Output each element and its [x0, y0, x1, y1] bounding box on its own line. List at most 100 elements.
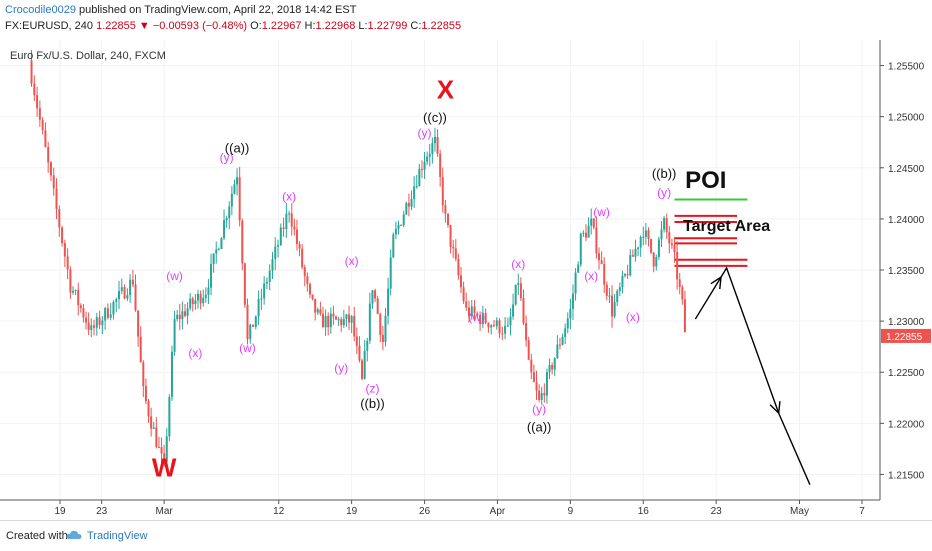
candle-body	[394, 228, 397, 235]
candle-body	[637, 247, 640, 249]
y-tick-label: 1.21500	[888, 470, 925, 481]
candle-body	[561, 336, 564, 345]
candle-body	[487, 322, 490, 328]
candle-body	[663, 218, 666, 230]
candle-body	[265, 282, 268, 284]
candle-body	[353, 316, 356, 337]
candle-body	[584, 232, 587, 238]
candle-body	[374, 290, 377, 299]
projection-arrowhead	[769, 401, 781, 415]
y-tick-label: 1.24000	[888, 215, 925, 226]
candle-body	[410, 199, 413, 207]
price-chart[interactable]: W X POI Target Area ((a)) ((c)) ((b)) ((a)) ((b)…	[0, 40, 932, 520]
wave-label-pink: (z)	[365, 382, 379, 396]
published-text: published on TradingView.com, April 22, …	[75, 4, 357, 16]
wave-label-pink: (w)	[593, 205, 610, 219]
candle-body	[268, 270, 271, 283]
candle-body	[335, 316, 338, 320]
candle-body	[332, 313, 335, 317]
candle-body	[30, 60, 33, 84]
candle-body	[626, 274, 629, 276]
wave-label-pink: (y)	[220, 151, 234, 165]
wave-label-black: ((a))	[527, 420, 552, 435]
candle-body	[384, 315, 387, 343]
candle-body	[525, 323, 528, 341]
candle-body	[311, 294, 314, 299]
candle-body	[139, 336, 142, 363]
candle-body	[101, 320, 104, 326]
candle-body	[210, 264, 213, 288]
candle-body	[551, 365, 554, 370]
candle-body	[319, 309, 322, 314]
candle-body	[93, 325, 96, 328]
candle-body	[47, 146, 50, 163]
wave-label-big-red: X	[437, 74, 455, 104]
candle-body	[444, 205, 447, 214]
candle-body	[449, 225, 452, 247]
candle-body	[230, 193, 233, 207]
candle-body	[553, 357, 556, 370]
candle-body	[439, 153, 442, 178]
candle-body	[120, 287, 123, 291]
target-zones	[674, 198, 748, 267]
candle-body	[621, 275, 624, 288]
candle-body	[308, 283, 311, 295]
candle-body	[405, 202, 408, 215]
candle-body	[223, 220, 226, 239]
wave-labels: W X POI Target Area ((a)) ((c)) ((b)) ((a)) ((b)…	[152, 74, 770, 482]
candle-body	[355, 336, 358, 346]
candle-body	[668, 232, 671, 244]
candle-body	[600, 260, 603, 265]
wave-label-pink: (y)	[334, 361, 348, 375]
candle-body	[176, 314, 179, 320]
candle-body	[236, 177, 239, 185]
candle-body	[426, 156, 429, 162]
candle-body	[243, 263, 246, 305]
high-value: 1.22968	[315, 20, 356, 32]
candle-body	[257, 299, 260, 317]
candle-body	[220, 238, 223, 250]
wave-label-pink: (w)	[239, 341, 256, 355]
price-axis[interactable]: 1.25500 1.25000 1.24500 1.24000 1.23500 1.230…	[880, 62, 931, 482]
candle-body	[152, 427, 155, 429]
candle-body	[123, 287, 126, 299]
candle-body	[476, 313, 479, 316]
candle-body	[548, 365, 551, 373]
candle-body	[181, 311, 184, 320]
projection-path	[694, 266, 811, 485]
candle-body	[173, 319, 176, 352]
candle-body	[52, 175, 55, 189]
candle-body	[522, 298, 525, 324]
candle-body	[191, 298, 194, 305]
tradingview-brand-link[interactable]: TradingView	[87, 530, 148, 542]
candle-body	[418, 168, 421, 186]
created-with-label: Created with	[6, 530, 68, 542]
candle-body	[160, 447, 163, 454]
candle-body	[608, 295, 611, 297]
candle-body	[109, 314, 112, 318]
y-tick-label: 1.25000	[888, 113, 925, 124]
candle-body	[400, 224, 403, 226]
x-tick-label: Apr	[490, 506, 506, 517]
candle-body	[204, 294, 207, 298]
wave-label-pink: (w)	[166, 269, 183, 283]
candle-body	[293, 226, 296, 230]
candle-body	[642, 236, 645, 238]
chart-footer: Created with TradingView	[0, 520, 932, 551]
candle-body	[613, 302, 616, 317]
candle-body	[660, 229, 663, 240]
open-value: 1.22967	[261, 20, 302, 32]
candle-body	[540, 393, 543, 400]
candle-body	[415, 185, 418, 187]
x-tick-label: Mar	[156, 506, 174, 517]
candle-body	[252, 324, 255, 327]
candle-body	[644, 230, 647, 237]
candle-body	[420, 168, 423, 170]
candle-body	[481, 312, 484, 324]
time-axis[interactable]: 19 23 Mar 12 19 26 Apr 9 16 23 May 7	[54, 500, 865, 517]
candle-body	[150, 416, 153, 429]
candle-body	[77, 290, 80, 306]
candle-body	[582, 232, 585, 234]
author-link[interactable]: Crocodile0029	[5, 4, 76, 16]
candle-body	[389, 257, 392, 289]
